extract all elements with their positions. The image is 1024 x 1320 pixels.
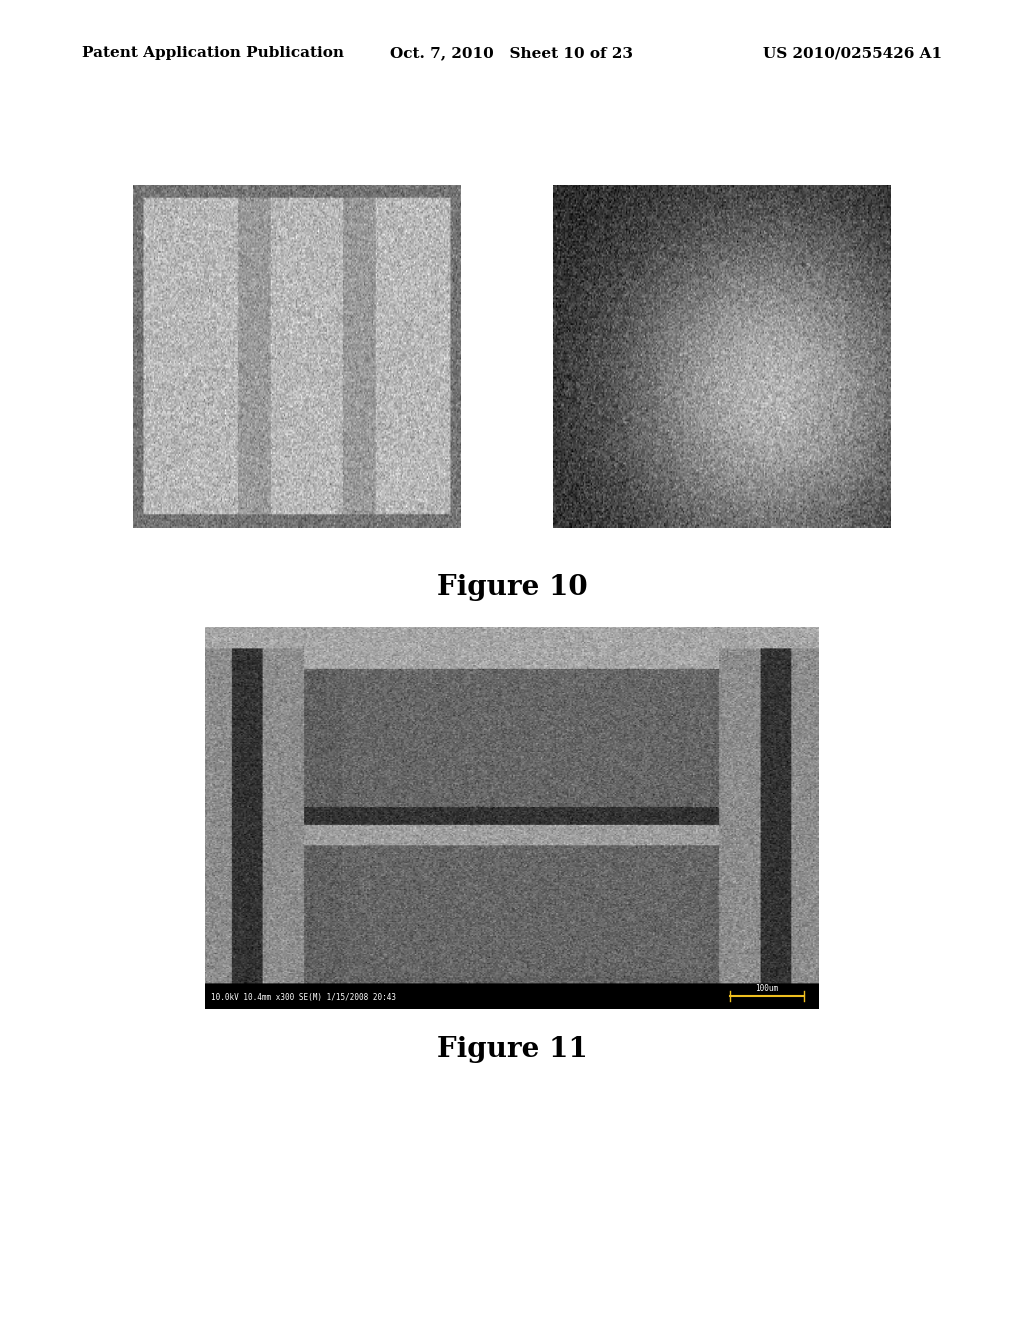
Text: Patent Application Publication: Patent Application Publication (82, 46, 344, 61)
Text: 10.0kV 10.4mm x300 SE(M) 1/15/2008 20:43: 10.0kV 10.4mm x300 SE(M) 1/15/2008 20:43 (211, 993, 396, 1002)
Text: Figure 10: Figure 10 (436, 574, 588, 601)
Text: US 2010/0255426 A1: US 2010/0255426 A1 (763, 46, 942, 61)
Text: 100um: 100um (756, 983, 778, 993)
Text: Oct. 7, 2010   Sheet 10 of 23: Oct. 7, 2010 Sheet 10 of 23 (390, 46, 634, 61)
Text: Figure 11: Figure 11 (436, 1036, 588, 1063)
